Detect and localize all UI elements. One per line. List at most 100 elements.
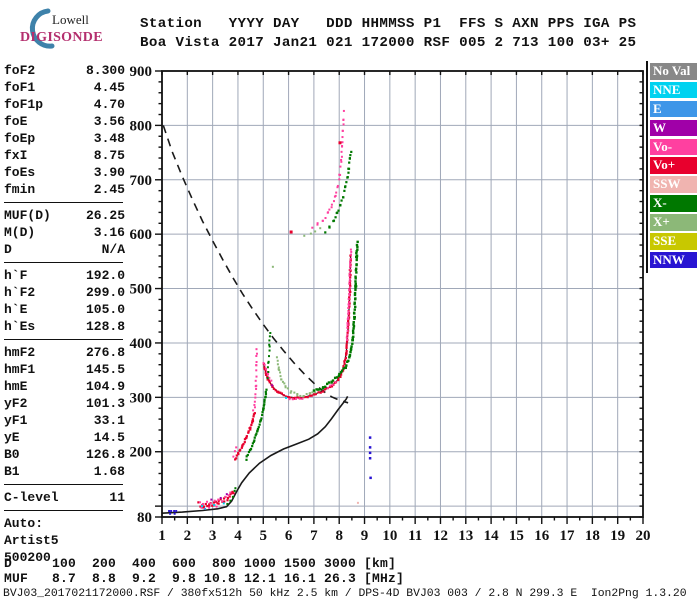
- param-value: 1.68: [93, 464, 125, 479]
- param-row-b0: B0 126.8: [4, 446, 125, 463]
- param-value: 145.5: [85, 362, 125, 377]
- param-value: 3.56: [93, 114, 125, 129]
- series-e-scatter-e: [204, 507, 207, 510]
- panel-separator: [4, 510, 123, 511]
- series-ssw-dot: [356, 501, 359, 504]
- series-second-hop-x-light: [271, 227, 322, 268]
- x-tick-label: 15: [509, 528, 524, 544]
- axis-ticks: [155, 70, 644, 524]
- y-tick-label: 300: [130, 390, 153, 406]
- legend-item-sse: SSE: [650, 233, 697, 250]
- series-true-height-profile: [161, 395, 349, 514]
- series-f1-x-cusp: [266, 332, 272, 380]
- param-value: 105.0: [85, 302, 125, 317]
- series-f2-x-trace: [312, 240, 359, 392]
- param-row-foe: foE 3.56: [4, 113, 125, 130]
- param-value: 4.70: [93, 97, 125, 112]
- param-row-hf2: h`F2 299.0: [4, 284, 125, 301]
- plot-series: [161, 109, 372, 515]
- param-label: foEs: [4, 165, 36, 180]
- plot-frame: [161, 70, 644, 518]
- param-row-md: M(D) 3.16: [4, 224, 125, 241]
- series-f2-o-trace-doppler-pink: [262, 248, 353, 401]
- plot-grid: [162, 71, 643, 517]
- param-label: yE: [4, 430, 20, 445]
- legend-item-w: W: [650, 119, 697, 137]
- param-label: fxI: [4, 148, 28, 163]
- param-label: yF1: [4, 413, 28, 428]
- param-value: 2.45: [93, 182, 125, 197]
- autoscaler-info-line: Auto:: [4, 516, 44, 531]
- param-value: 101.3: [85, 396, 125, 411]
- param-value: 276.8: [85, 345, 125, 360]
- y-tick-label: 80: [137, 510, 152, 526]
- param-label: B1: [4, 464, 20, 479]
- crescent-icon: [29, 8, 55, 49]
- scaled-parameters-panel: foF2 8.300 foF1 4.45 foF1p 4.70 foE 3.56 foEp 3.4…: [4, 62, 125, 566]
- x-tick-label: 1: [158, 528, 166, 544]
- x-tick-label: 4: [234, 528, 242, 544]
- legend-item-vo+: Vo+: [650, 157, 697, 174]
- legend-item-ssw: SSW: [650, 176, 697, 193]
- x-tick-label: 5: [260, 528, 268, 544]
- param-row-fof1: foF1 4.45: [4, 79, 125, 96]
- x-tick-label: 3: [209, 528, 217, 544]
- param-label: C-level: [4, 490, 59, 505]
- series-muf-transmission-curve: [162, 125, 349, 404]
- muf-values-row: MUF 8.7 8.8 9.2 9.8 10.8 12.1 16.1 26.3 …: [4, 571, 405, 586]
- series-e-scatter-pink: [198, 491, 232, 509]
- param-value: 299.0: [85, 285, 125, 300]
- y-tick-label: 400: [130, 336, 153, 352]
- param-row-hf: h`F 192.0: [4, 267, 125, 284]
- param-label: fmin: [4, 182, 36, 197]
- x-tick-label: 14: [484, 528, 500, 544]
- y-tick-label: 200: [130, 445, 153, 461]
- param-row-fof2: foF2 8.300: [4, 62, 125, 79]
- param-row-d: D N/A: [4, 241, 125, 258]
- param-label: h`F2: [4, 285, 36, 300]
- x-tick-label: 11: [408, 528, 422, 544]
- param-value: 14.5: [93, 430, 125, 445]
- param-label: hmF2: [4, 345, 36, 360]
- station-info-block: Station YYYY DAY DDD HHMMSS P1 FFS S AXN…: [140, 15, 636, 52]
- series-isolated-vo-plus: [289, 141, 342, 234]
- series-f1-o-cusp-pink: [253, 348, 258, 409]
- x-tick-label: 19: [610, 528, 625, 544]
- param-label: h`Es: [4, 319, 36, 334]
- y-tick-label: 500: [130, 282, 153, 298]
- legend-separator-line: [646, 61, 648, 273]
- legend-item-x-: X-: [650, 195, 697, 212]
- panel-separator: [4, 484, 123, 485]
- param-label: foF1: [4, 80, 36, 95]
- logo-text-lowell: Lowell: [52, 12, 89, 27]
- panel-separator: [4, 202, 123, 203]
- param-label: h`F: [4, 268, 28, 283]
- param-label: B0: [4, 447, 20, 462]
- param-label: yF2: [4, 396, 28, 411]
- muf-distance-row: D 100 200 400 600 800 1000 1500 3000 [km…: [4, 556, 397, 571]
- x-tick-label: 6: [285, 528, 293, 544]
- panel-separator: [4, 262, 123, 263]
- param-value: 192.0: [85, 268, 125, 283]
- series-nnw-dots-right: [368, 436, 372, 480]
- y-tick-label: 900: [130, 64, 153, 80]
- legend-item-vo-: Vo-: [650, 138, 697, 156]
- param-row-hmf2: hmF2 276.8: [4, 344, 125, 361]
- param-label: foE: [4, 114, 28, 129]
- param-value: 8.300: [85, 63, 125, 78]
- param-value: 4.45: [93, 80, 125, 95]
- param-value: N/A: [101, 242, 125, 257]
- param-label: hmF1: [4, 362, 36, 377]
- param-row-hmf1: hmF1 145.5: [4, 361, 125, 378]
- series-f1-o-trace: [234, 412, 256, 461]
- legend-item-x+: X+: [650, 214, 697, 231]
- panel-separator: [4, 339, 123, 340]
- series-second-hop-x: [324, 150, 353, 234]
- param-value: 128.8: [85, 319, 125, 334]
- series-nnw-dots-left: [168, 510, 178, 515]
- station-info-header-row: Station YYYY DAY DDD HHMMSS P1 FFS S AXN…: [140, 16, 637, 32]
- param-row-foep: foEp 3.48: [4, 130, 125, 147]
- autoscaler-info-line: 500200: [4, 550, 51, 565]
- file-info-row: BVJ03_2017021172000.RSF / 380fx512h 50 k…: [3, 588, 687, 600]
- param-row-mufd: MUF(D) 26.25: [4, 207, 125, 224]
